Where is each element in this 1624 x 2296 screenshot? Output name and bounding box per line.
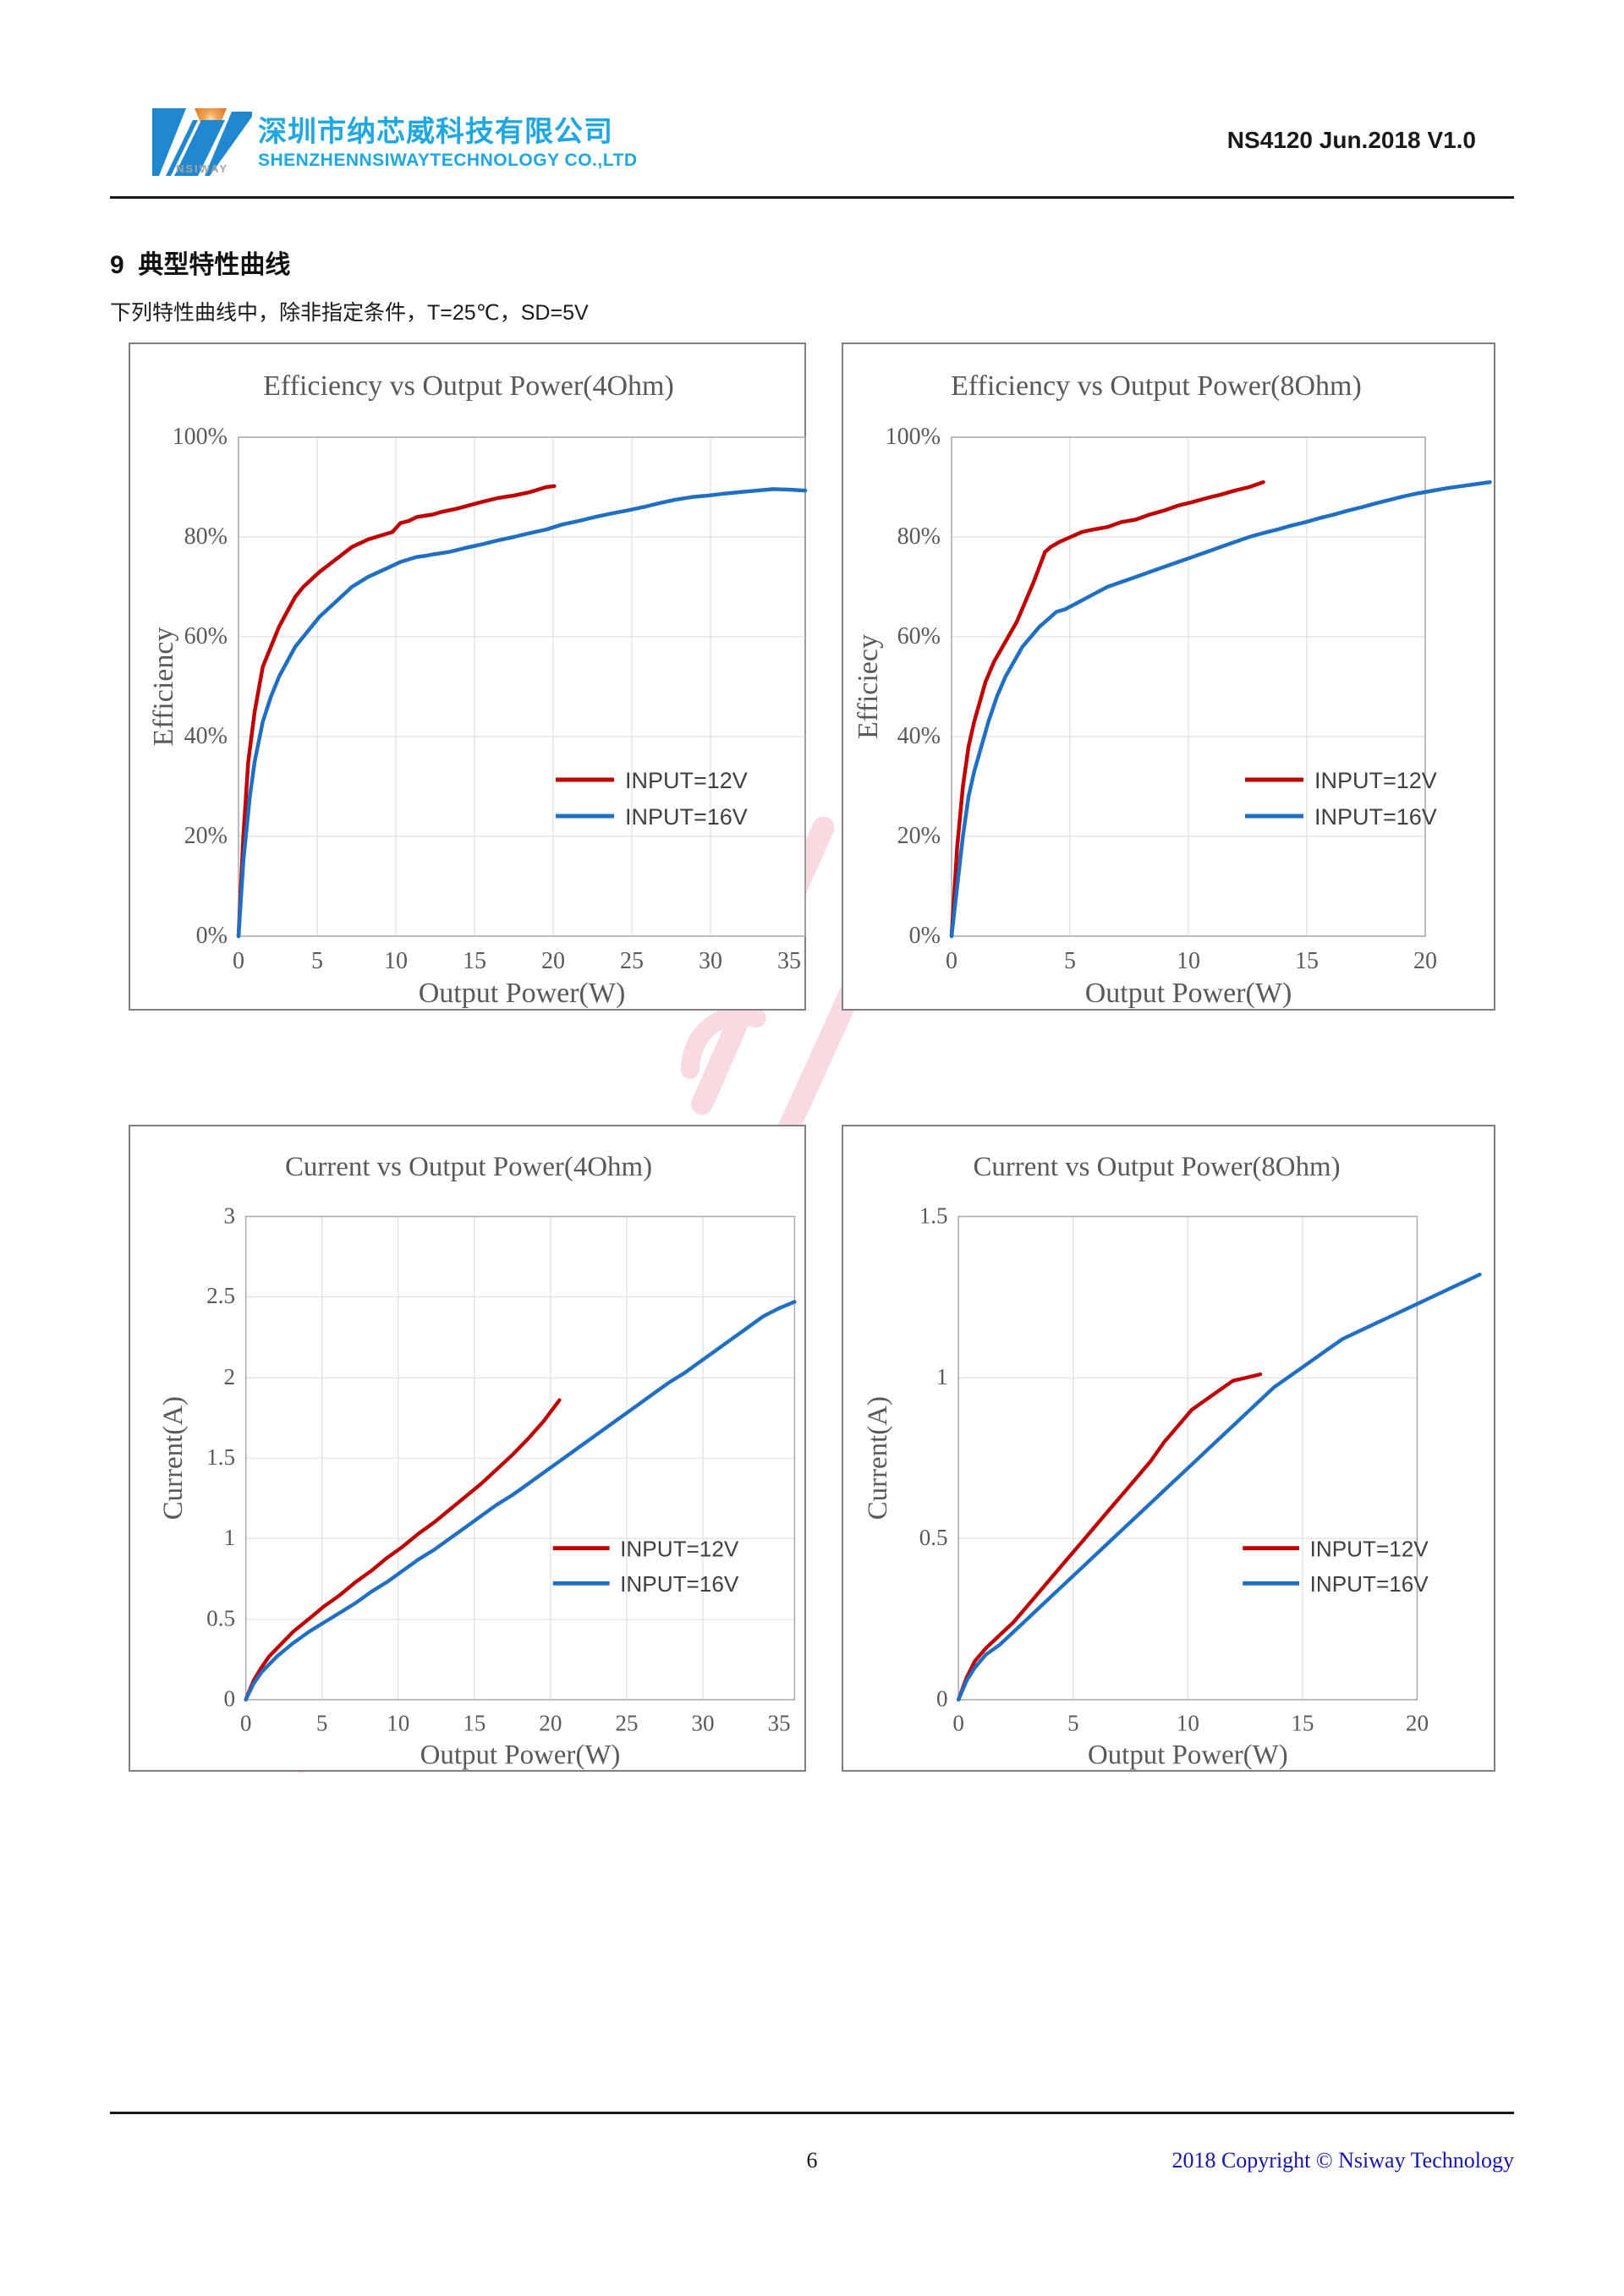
svg-text:Current(A): Current(A) bbox=[158, 1396, 189, 1520]
svg-text:10: 10 bbox=[1177, 1711, 1199, 1736]
svg-text:15: 15 bbox=[463, 948, 486, 974]
svg-text:5: 5 bbox=[311, 948, 323, 974]
svg-text:40%: 40% bbox=[184, 723, 228, 749]
svg-text:0.5: 0.5 bbox=[919, 1525, 948, 1550]
svg-text:60%: 60% bbox=[897, 623, 941, 649]
svg-text:Output Power(W): Output Power(W) bbox=[419, 978, 626, 1009]
svg-text:Current(A): Current(A) bbox=[863, 1396, 893, 1520]
svg-text:35: 35 bbox=[767, 1711, 790, 1736]
svg-text:1.5: 1.5 bbox=[206, 1444, 235, 1470]
svg-text:INPUT=16V: INPUT=16V bbox=[625, 804, 748, 830]
svg-text:10: 10 bbox=[384, 948, 408, 974]
svg-text:10: 10 bbox=[1177, 948, 1200, 974]
svg-text:20: 20 bbox=[1406, 1711, 1429, 1736]
svg-text:30: 30 bbox=[691, 1711, 714, 1736]
svg-text:35: 35 bbox=[777, 948, 801, 974]
svg-text:80%: 80% bbox=[184, 523, 228, 550]
svg-text:3: 3 bbox=[223, 1203, 235, 1228]
svg-text:INPUT=12V: INPUT=12V bbox=[1314, 768, 1437, 793]
svg-text:60%: 60% bbox=[184, 623, 228, 649]
svg-text:2.5: 2.5 bbox=[206, 1283, 235, 1308]
svg-text:20: 20 bbox=[1413, 948, 1437, 974]
svg-text:20%: 20% bbox=[184, 823, 228, 849]
svg-text:0: 0 bbox=[240, 1711, 252, 1736]
svg-text:Output Power(W): Output Power(W) bbox=[1085, 978, 1292, 1009]
svg-text:20: 20 bbox=[541, 948, 565, 974]
svg-text:5: 5 bbox=[1067, 1711, 1079, 1736]
svg-text:5: 5 bbox=[1064, 948, 1076, 974]
svg-text:Output Power(W): Output Power(W) bbox=[1088, 1740, 1288, 1770]
svg-text:INPUT=16V: INPUT=16V bbox=[1310, 1571, 1429, 1597]
svg-text:1: 1 bbox=[223, 1525, 235, 1550]
svg-text:80%: 80% bbox=[897, 523, 941, 550]
svg-text:5: 5 bbox=[316, 1711, 328, 1736]
svg-text:15: 15 bbox=[1295, 948, 1319, 974]
svg-text:0%: 0% bbox=[909, 923, 941, 949]
svg-text:Current vs Output Power(4Ohm): Current vs Output Power(4Ohm) bbox=[285, 1152, 652, 1182]
svg-text:100%: 100% bbox=[886, 424, 941, 450]
svg-text:1.5: 1.5 bbox=[919, 1203, 948, 1228]
svg-text:0: 0 bbox=[952, 1711, 964, 1736]
svg-text:Output Power(W): Output Power(W) bbox=[420, 1740, 621, 1770]
svg-text:Efficiency vs Output Power(4Oh: Efficiency vs Output Power(4Ohm) bbox=[263, 370, 674, 402]
svg-text:20: 20 bbox=[539, 1711, 562, 1736]
svg-text:0: 0 bbox=[936, 1686, 948, 1712]
svg-text:INPUT=12V: INPUT=12V bbox=[1310, 1536, 1429, 1561]
svg-text:INPUT=12V: INPUT=12V bbox=[620, 1536, 739, 1561]
svg-text:30: 30 bbox=[699, 948, 722, 974]
svg-text:10: 10 bbox=[387, 1711, 409, 1736]
svg-text:0.5: 0.5 bbox=[206, 1606, 235, 1631]
svg-text:INPUT=16V: INPUT=16V bbox=[620, 1571, 739, 1597]
svg-text:INPUT=16V: INPUT=16V bbox=[1314, 804, 1437, 830]
svg-text:25: 25 bbox=[615, 1711, 638, 1736]
svg-text:15: 15 bbox=[1291, 1711, 1314, 1736]
svg-text:Efficiency vs Output Power(8Oh: Efficiency vs Output Power(8Ohm) bbox=[951, 370, 1362, 402]
svg-text:2: 2 bbox=[223, 1364, 235, 1389]
svg-text:INPUT=12V: INPUT=12V bbox=[625, 768, 748, 793]
svg-text:100%: 100% bbox=[173, 424, 228, 450]
svg-text:Current vs Output Power(8Ohm): Current vs Output Power(8Ohm) bbox=[973, 1152, 1340, 1182]
svg-text:20%: 20% bbox=[897, 823, 941, 849]
svg-text:1: 1 bbox=[936, 1364, 948, 1389]
svg-text:40%: 40% bbox=[897, 723, 941, 749]
svg-text:0: 0 bbox=[223, 1686, 235, 1712]
svg-text:Efficiecy: Efficiecy bbox=[853, 634, 884, 739]
svg-text:0%: 0% bbox=[196, 923, 228, 949]
svg-text:0: 0 bbox=[946, 948, 957, 974]
svg-text:15: 15 bbox=[463, 1711, 486, 1736]
svg-text:25: 25 bbox=[620, 948, 644, 974]
svg-text:0: 0 bbox=[233, 948, 244, 974]
svg-text:Efficiency: Efficiency bbox=[148, 627, 179, 747]
